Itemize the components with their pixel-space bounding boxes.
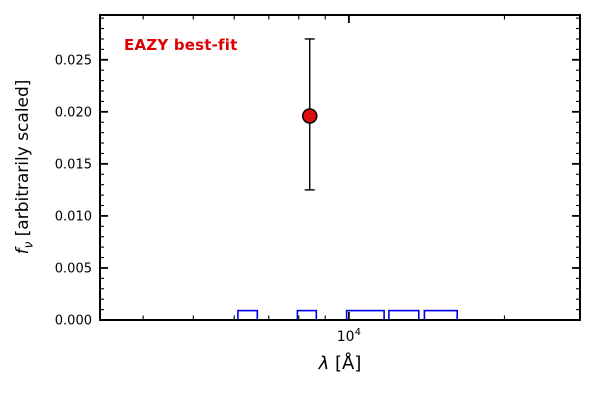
- data-point: [301, 108, 318, 124]
- best-fit-annotation: EAZY best-fit: [124, 36, 238, 54]
- y-tick-label: 0.010: [55, 209, 92, 224]
- x-axis-label: λ [Å]: [100, 353, 580, 374]
- y-tick-label: 0.025: [55, 53, 92, 68]
- filter-box: [296, 309, 318, 321]
- y-tick-label: 0.005: [55, 261, 92, 276]
- filter-box: [345, 309, 385, 321]
- x-axis-symbol: λ: [318, 353, 330, 374]
- y-tick-label: 0.015: [55, 157, 92, 172]
- y-tick-label: 0.020: [55, 105, 92, 120]
- y-axis-subscript: ν: [21, 241, 36, 249]
- filter-box: [423, 309, 458, 321]
- y-axis-units: [arbitrarily scaled]: [13, 79, 33, 242]
- plot-border: [99, 14, 581, 321]
- y-axis-symbol: f: [13, 248, 33, 255]
- filter-box: [237, 309, 259, 321]
- y-axis-label: fν [arbitrarily scaled]: [13, 80, 35, 255]
- best-fit-annotation-text: EAZY best-fit: [124, 36, 238, 54]
- x-tick-label: 104: [337, 327, 361, 345]
- filter-box: [388, 309, 420, 321]
- y-tick-label: 0.000: [55, 314, 92, 329]
- x-axis-units: [Å]: [329, 353, 362, 374]
